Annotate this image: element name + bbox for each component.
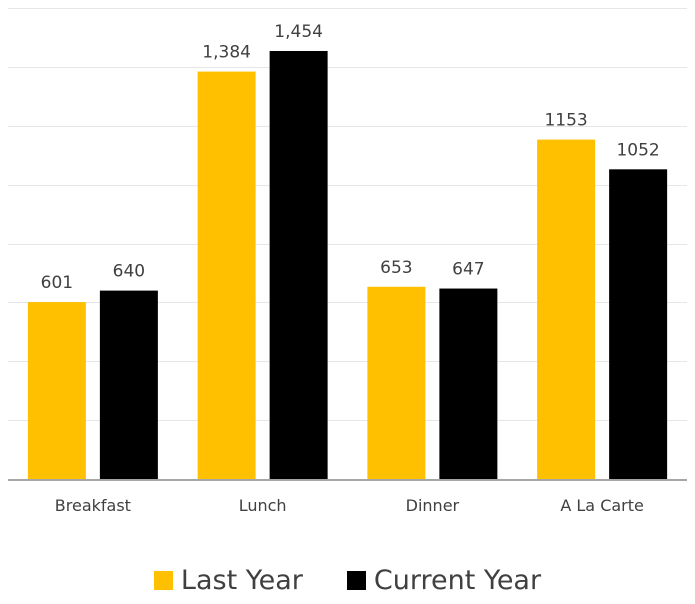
bars [27,50,668,480]
bar-lunch-last-year [197,71,256,480]
data-label: 647 [452,260,484,280]
bar-dinner-current-year [439,288,498,479]
bar-a-la-carte-last-year [537,139,596,479]
bar-lunch-current-year [269,50,328,479]
bar-breakfast-last-year [27,302,86,479]
data-label: 1,454 [274,22,323,42]
data-label: 601 [41,273,73,293]
category-labels: Breakfast Lunch Dinner A La Carte [55,496,644,515]
category-label: A La Carte [560,496,644,515]
legend-item-current-year: Current Year [346,564,542,596]
category-label: Lunch [239,496,287,515]
data-label: 653 [380,258,412,278]
bar-a-la-carte-current-year [609,169,668,479]
legend-swatch-current-year [346,570,366,590]
legend-label-last-year: Last Year [180,564,303,596]
category-label: Dinner [406,496,460,515]
legend-item-last-year: Last Year [153,564,303,596]
data-label: 640 [113,262,145,282]
data-label: 1153 [544,111,587,131]
legend: Last Year Current Year [0,560,695,600]
data-labels: 601 640 1,384 1,454 653 647 1153 1052 [41,22,660,293]
data-label: 1,384 [202,43,251,63]
bar-chart: 601 640 1,384 1,454 653 647 1153 1052 Breakfast… [8,8,687,515]
data-label: 1052 [616,140,659,160]
category-label: Breakfast [55,496,131,515]
bar-dinner-last-year [367,286,426,479]
legend-swatch-last-year [153,570,173,590]
legend-label-current-year: Current Year [373,564,542,596]
bar-breakfast-current-year [99,290,158,479]
